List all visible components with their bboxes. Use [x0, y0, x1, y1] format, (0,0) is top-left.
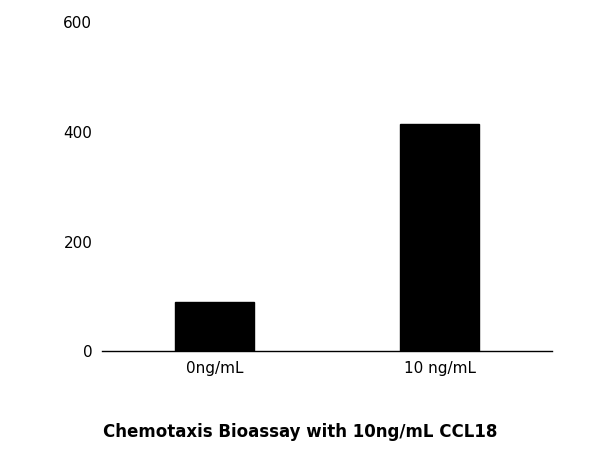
Text: Chemotaxis Bioassay with 10ng/mL CCL18: Chemotaxis Bioassay with 10ng/mL CCL18: [103, 423, 497, 441]
Bar: [400, 124, 479, 351]
Bar: [175, 302, 254, 351]
